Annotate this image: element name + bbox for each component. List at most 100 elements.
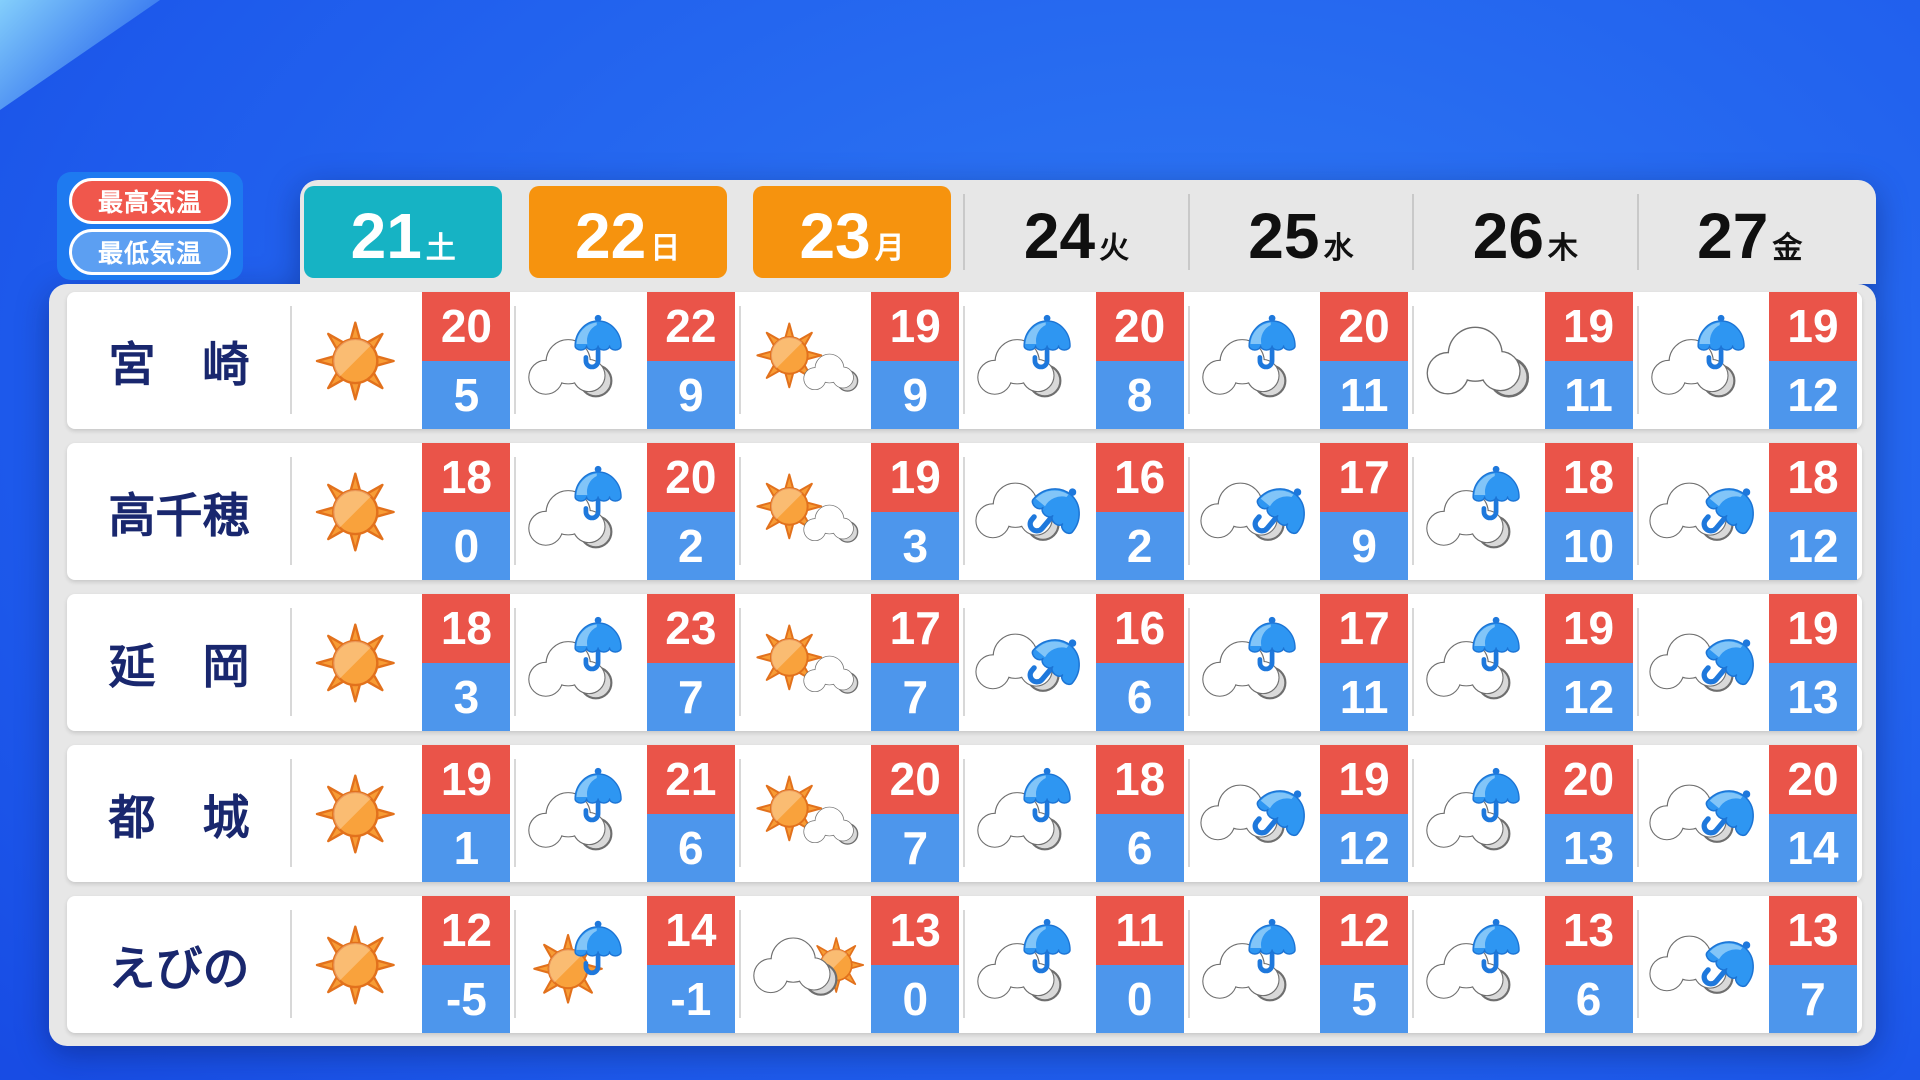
temperature-block: 17 11 <box>1320 594 1409 731</box>
low-temp: 6 <box>1095 813 1184 882</box>
city-label: 都 城 <box>108 791 250 844</box>
high-temp: 18 <box>1095 745 1184 814</box>
forecast-cell: 20 14 <box>1636 745 1862 882</box>
high-temp: 16 <box>1095 443 1184 512</box>
cloud-umbrella-tilt-icon <box>1648 482 1754 541</box>
temperature-block: 19 1 <box>422 745 511 882</box>
low-temp: 14 <box>1768 813 1857 882</box>
high-temp: 17 <box>1320 443 1409 512</box>
temperature-block: 17 9 <box>1320 443 1409 580</box>
low-temp: 11 <box>1320 360 1409 429</box>
day-of-week: 火 <box>1099 232 1130 265</box>
legend-high-badge: 最高気温 <box>69 177 231 224</box>
low-temp: 6 <box>1095 662 1184 731</box>
low-temp: 5 <box>422 360 511 429</box>
temperature-block: 19 11 <box>1544 292 1633 429</box>
date-number: 22 <box>575 200 647 272</box>
low-temp: 1 <box>422 813 511 882</box>
forecast-cell: 20 5 <box>289 292 515 429</box>
temperature-block: 13 0 <box>871 896 960 1033</box>
high-temp: 13 <box>871 896 960 965</box>
temperature-block: 21 6 <box>646 745 735 882</box>
temperature-block: 11 0 <box>1095 896 1184 1033</box>
forecast-cell: 19 1 <box>289 745 515 882</box>
temperature-block: 18 12 <box>1768 443 1857 580</box>
low-temp: 7 <box>646 662 735 731</box>
high-temp: 12 <box>1320 896 1409 965</box>
cloud-umbrella-icon <box>1201 314 1296 397</box>
cloud-umbrella-icon <box>528 314 623 397</box>
sunny-icon <box>315 623 395 702</box>
cloud-umbrella-icon <box>977 918 1071 1001</box>
date-box-26: 26 木 <box>1473 186 1578 278</box>
day-of-week: 木 <box>1547 232 1578 265</box>
cloud-umbrella-tilt-icon <box>975 633 1081 692</box>
high-temp: 20 <box>1095 292 1184 361</box>
temperature-block: 19 3 <box>871 443 960 580</box>
cloud-umbrella-icon <box>1201 616 1296 699</box>
low-temp: 2 <box>1095 511 1184 580</box>
low-temp: 13 <box>1768 662 1857 731</box>
temperature-block: 20 8 <box>1095 292 1184 429</box>
forecast-cell: 13 6 <box>1412 896 1637 1033</box>
forecast-cell: 19 3 <box>738 443 964 580</box>
temperature-block: 14 -1 <box>646 896 735 1033</box>
weather-row-3: 延 岡 18 3 23 7 17 7 <box>67 594 1862 731</box>
temperature-block: 20 7 <box>871 745 960 882</box>
temperature-block: 13 6 <box>1544 896 1633 1033</box>
day-of-week: 水 <box>1323 232 1354 265</box>
date-number: 23 <box>799 200 871 272</box>
header-day-26: 26 木 <box>1412 186 1637 278</box>
temperature-block: 19 12 <box>1320 745 1409 882</box>
temperature-block: 20 13 <box>1544 745 1633 882</box>
cloud-sun-icon <box>753 936 864 996</box>
high-temp: 19 <box>1768 594 1857 663</box>
date-number: 27 <box>1697 200 1769 272</box>
low-temp: 12 <box>1768 360 1857 429</box>
temperature-block: 19 9 <box>871 292 960 429</box>
forecast-table-body: 宮 崎 20 5 22 9 19 9 <box>49 284 1876 1046</box>
low-temp: 12 <box>1768 511 1857 580</box>
header-day-23: 23 月 <box>740 186 964 278</box>
forecast-cell: 19 11 <box>1412 292 1637 429</box>
high-temp: 20 <box>871 745 960 814</box>
day-of-week: 金 <box>1772 232 1803 265</box>
cloud-umbrella-tilt-icon <box>975 482 1081 541</box>
forecast-cell: 12 5 <box>1187 896 1413 1033</box>
day-of-week: 月 <box>874 232 905 265</box>
low-temp: 9 <box>871 360 960 429</box>
low-temp: 12 <box>1544 662 1633 731</box>
cloud-umbrella-icon <box>1426 918 1520 1001</box>
forecast-cell: 20 2 <box>514 443 739 580</box>
high-temp: 20 <box>646 443 735 512</box>
sunny-icon <box>315 472 395 551</box>
low-temp: 9 <box>1320 511 1409 580</box>
temperature-block: 18 10 <box>1544 443 1633 580</box>
high-temp: 13 <box>1544 896 1633 965</box>
temperature-block: 17 7 <box>871 594 960 731</box>
forecast-cell: 17 7 <box>738 594 964 731</box>
date-box-22: 22 日 <box>528 186 727 278</box>
sunny-icon <box>315 925 395 1004</box>
temperature-block: 18 3 <box>422 594 511 731</box>
low-temp: 0 <box>871 964 960 1033</box>
low-temp: 2 <box>646 511 735 580</box>
high-temp: 18 <box>1768 443 1857 512</box>
forecast-cell: 19 12 <box>1412 594 1637 731</box>
sun-cloud-icon <box>756 623 859 694</box>
high-temp: 20 <box>422 292 511 361</box>
forecast-cell: 19 13 <box>1636 594 1862 731</box>
weather-row-5: えびの 12 -5 14 -1 13 0 <box>67 896 1862 1033</box>
high-temp: 20 <box>1320 292 1409 361</box>
low-temp: -5 <box>422 964 511 1033</box>
cloud-umbrella-icon <box>1426 767 1520 850</box>
high-temp: 13 <box>1768 896 1857 965</box>
city-label: えびの <box>108 942 250 995</box>
high-temp: 19 <box>1544 594 1633 663</box>
high-temp: 11 <box>1095 896 1184 965</box>
low-temp: 9 <box>646 360 735 429</box>
header-day-27: 27 金 <box>1636 186 1862 278</box>
legend-low-badge: 最低気温 <box>69 228 231 275</box>
low-temp: 6 <box>1544 964 1633 1033</box>
